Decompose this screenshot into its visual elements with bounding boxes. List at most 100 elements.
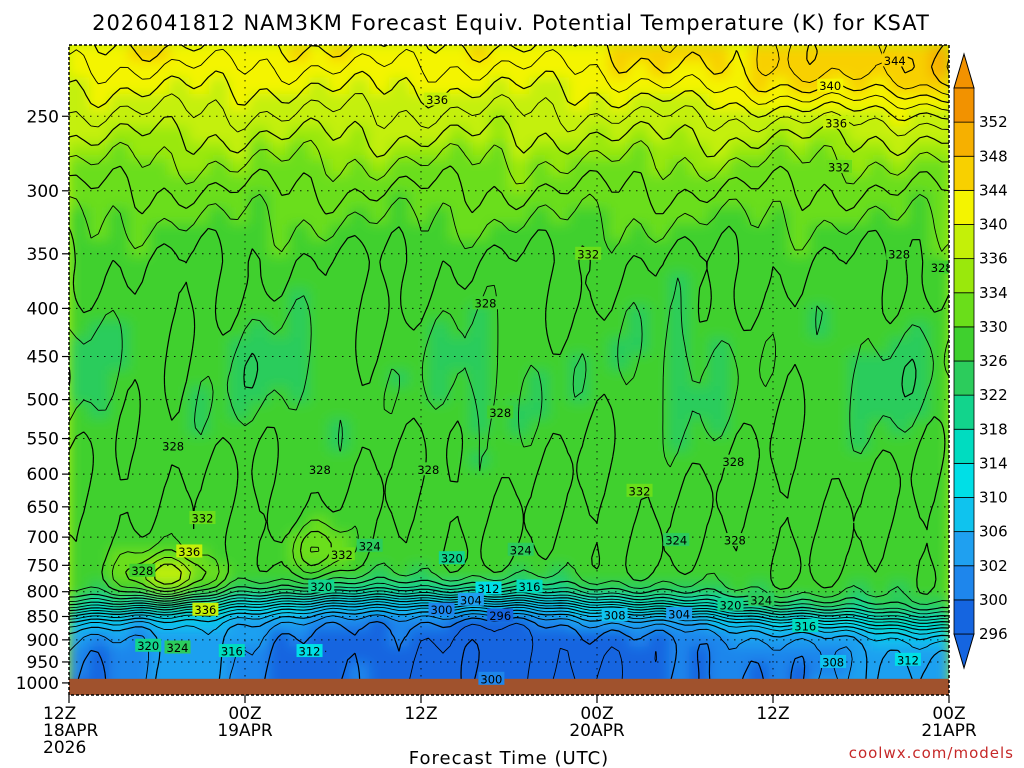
contour-label-bg <box>164 640 191 654</box>
colorbar-swatch <box>953 87 975 123</box>
contour-label: 328 <box>475 297 497 311</box>
colorbar-swatch <box>953 531 975 567</box>
colorbar-swatch <box>953 121 975 157</box>
colorbar-label: 352 <box>979 113 1008 131</box>
y-tick-label: 1000 <box>16 674 59 694</box>
contour-label-bg <box>457 592 484 606</box>
x-tick-label: 00Z <box>932 704 965 724</box>
contour-label-bg <box>306 462 333 476</box>
x-tick-label: 20APR <box>569 721 625 741</box>
contour-label: 324 <box>510 543 532 557</box>
contour-label: 324 <box>750 593 772 607</box>
colorbar-swatch <box>953 428 975 464</box>
colorbar-label: 344 <box>979 181 1008 199</box>
contour-label-bg <box>487 608 514 622</box>
contour-label-bg <box>356 538 383 552</box>
contour-label: 328 <box>888 247 910 261</box>
contour-label: 304 <box>460 593 482 607</box>
contour-label-bg <box>129 563 156 577</box>
colorbar-label: 306 <box>979 523 1008 541</box>
contour-line-302 <box>69 612 853 695</box>
contour-label: 328 <box>162 439 184 453</box>
contour-label-bg <box>666 607 693 621</box>
contour-label: 328 <box>417 463 439 477</box>
y-tick-label: 350 <box>27 245 59 265</box>
contour-label-bg <box>218 644 245 658</box>
contour-label: 312 <box>897 653 919 667</box>
contour-line-330 <box>69 193 949 595</box>
colorbar-label: 318 <box>979 420 1008 438</box>
colorbar-swatch <box>953 497 975 533</box>
contour-label-bg <box>626 483 653 497</box>
contour-label-bg <box>717 597 744 611</box>
contour-line-338 <box>69 93 949 137</box>
contour-label-bg <box>328 547 355 561</box>
y-tick-label: 550 <box>27 430 59 450</box>
plot-area: 344 340 336 336 332 332 328 328 328 328 328 328 328 3… <box>69 45 953 695</box>
contour-label: 328 <box>931 261 953 275</box>
y-tick-label: 950 <box>27 653 59 673</box>
contour-label: 320 <box>137 639 159 653</box>
y-tick-label: 850 <box>27 607 59 627</box>
contour-label-bg <box>438 551 465 565</box>
y-tick-label: 750 <box>27 556 59 576</box>
y-tick-label: 600 <box>27 465 59 485</box>
contour-label: 332 <box>828 160 850 174</box>
y-tick-label: 250 <box>27 107 59 127</box>
contour-label-bg <box>886 246 913 260</box>
contour-label: 328 <box>131 564 153 578</box>
contour-label: 328 <box>489 406 511 420</box>
contour-label-bg <box>415 462 442 476</box>
colorbar-swatch <box>953 189 975 225</box>
contour-label-bg <box>748 592 775 606</box>
contour-label: 328 <box>722 455 744 469</box>
colorbar-label: 296 <box>979 625 1008 643</box>
colorbar-swatch <box>953 224 975 260</box>
contour-label: 336 <box>825 116 847 130</box>
colorbar-label: 348 <box>979 147 1008 165</box>
contour-label-bg <box>928 260 949 274</box>
x-tick-label: 19APR <box>217 721 273 741</box>
colorbar-min-arrow <box>953 633 975 670</box>
y-axis: 250 300 350 400 450 500 550 600 650 700 750 800 850 9… <box>16 107 69 694</box>
contour-label: 340 <box>819 79 841 93</box>
colorbar-swatch <box>953 599 975 635</box>
contour-label-bg <box>424 92 451 106</box>
x-tick-label: 00Z <box>580 704 613 724</box>
contour-label: 332 <box>577 247 599 261</box>
contour-label: 312 <box>299 645 321 659</box>
contour-label-bg <box>176 544 203 558</box>
contour-label: 320 <box>441 552 463 566</box>
contour-label-bg <box>823 115 850 129</box>
contour-line-334 <box>69 139 949 589</box>
colorbar-label: 322 <box>979 386 1008 404</box>
y-tick-label: 650 <box>27 498 59 518</box>
contour-label-bg <box>792 618 819 632</box>
colorbar-label: 336 <box>979 250 1008 268</box>
contour-label-bg <box>160 438 187 452</box>
colorbar-label: 334 <box>979 284 1008 302</box>
contour-label-bg <box>478 671 505 685</box>
contour-label-bg <box>487 405 514 419</box>
contour-label-bg <box>894 652 921 666</box>
contour-line-306 <box>69 606 949 650</box>
contour-label-bg <box>189 510 216 524</box>
contour-label-bg <box>507 542 534 556</box>
contour-label: 304 <box>668 608 690 622</box>
chart-title: 2026041812 NAM3KM Forecast Equiv. Potent… <box>92 11 930 35</box>
contour-label-bg <box>516 579 543 593</box>
contour-label: 332 <box>331 548 353 562</box>
y-tick-label: 500 <box>27 391 59 411</box>
colorbar-swatch <box>953 326 975 362</box>
colorbar-swatch <box>953 292 975 328</box>
contour-label-bg <box>472 296 499 310</box>
y-tick-label: 900 <box>27 631 59 651</box>
contour-line-324 <box>69 352 949 611</box>
contour-label: 336 <box>426 93 448 107</box>
y-tick-label: 800 <box>27 583 59 603</box>
contour-line-332 <box>69 165 949 593</box>
contour-label: 308 <box>822 655 844 669</box>
contour-line-342 <box>69 48 949 111</box>
y-tick-label: 700 <box>27 528 59 548</box>
